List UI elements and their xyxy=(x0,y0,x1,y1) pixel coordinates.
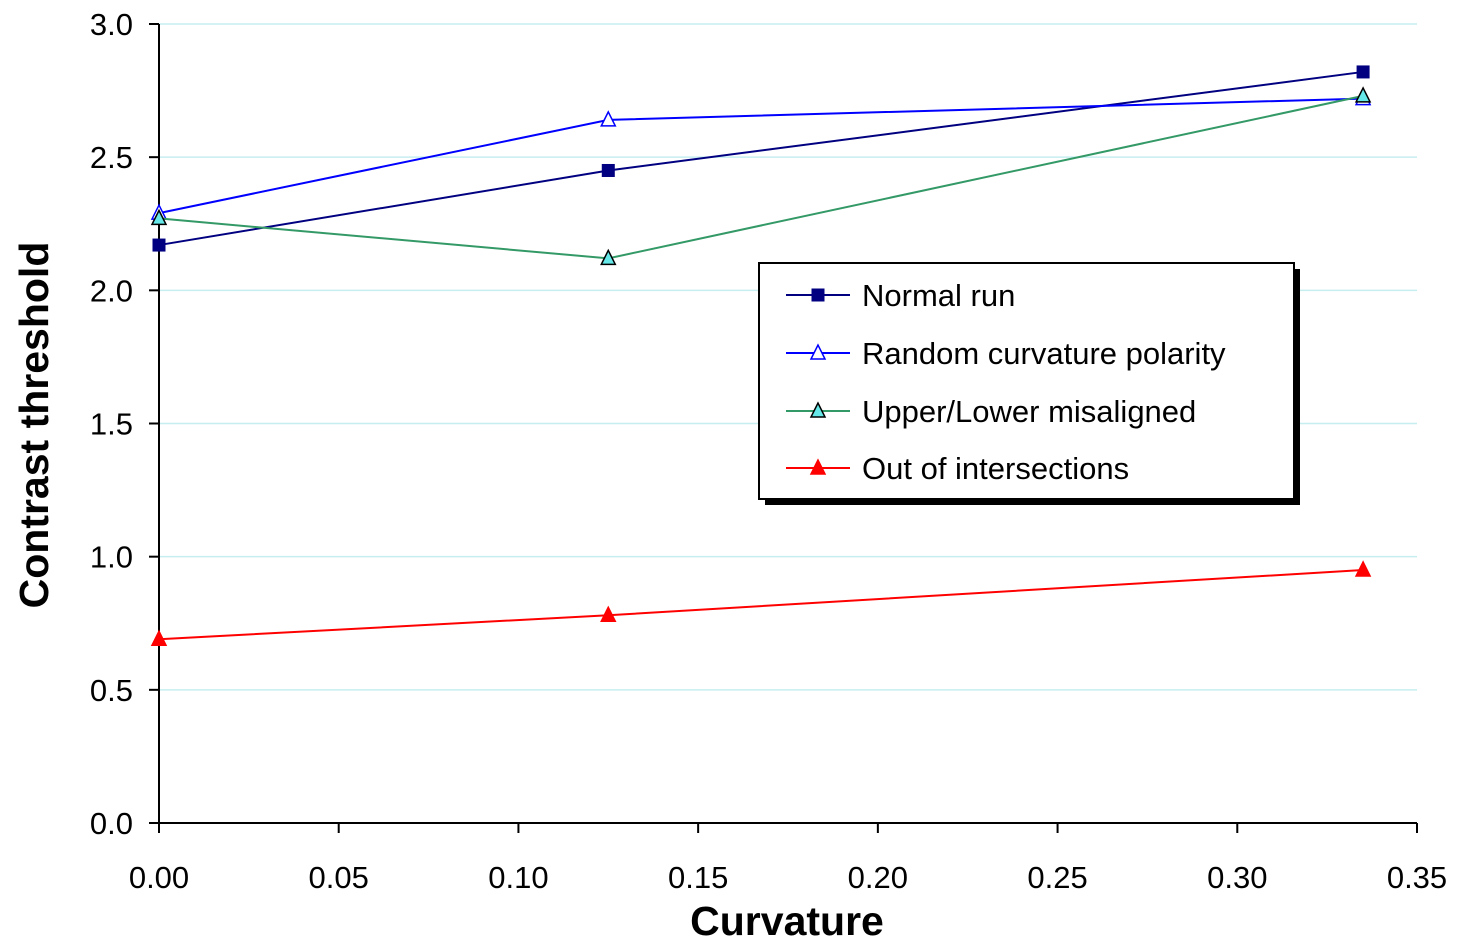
legend-label: Random curvature polarity xyxy=(862,336,1226,371)
legend-marker xyxy=(811,288,825,302)
legend-item-random-curvature-polarity: Random curvature polarity xyxy=(786,336,1226,371)
y-tick-label: 2.0 xyxy=(90,273,133,308)
series-line xyxy=(158,70,1364,247)
series-random-curvature-polarity xyxy=(150,88,1372,220)
y-tick-label: 3.0 xyxy=(90,7,133,42)
legend-marker xyxy=(809,401,827,418)
data-point xyxy=(600,605,617,623)
ticks: 0.0 0.5 1.0 1.5 2.0 2.5 3.0 0.00 0.05 0.10 0.15 0.2… xyxy=(90,7,1447,895)
x-tick-label: 0.35 xyxy=(1387,860,1447,895)
x-tick-label: 0.20 xyxy=(848,860,908,895)
legend-box xyxy=(758,262,1295,500)
series-line xyxy=(158,94,1364,260)
data-point xyxy=(601,163,615,177)
legend-marker xyxy=(809,343,827,360)
series-layer xyxy=(150,65,1372,646)
data-point xyxy=(600,248,617,266)
legend-label: Upper/Lower misaligned xyxy=(862,394,1196,429)
y-tick-label: 0.5 xyxy=(90,673,133,708)
y-axis-title: Contrast threshold xyxy=(11,242,57,609)
legend-label: Out of intersections xyxy=(862,451,1129,486)
data-point xyxy=(150,208,168,226)
series-normal-run xyxy=(152,65,1370,252)
y-tick-label: 2.5 xyxy=(90,140,133,175)
data-point xyxy=(150,629,168,646)
series-line xyxy=(158,97,1364,215)
data-point xyxy=(1354,560,1372,577)
legend-item-upper-lower-misaligned: Upper/Lower misaligned xyxy=(786,394,1196,429)
x-axis-title: Curvature xyxy=(690,898,884,943)
x-tick-label: 0.05 xyxy=(309,860,369,895)
series-out-of-intersections xyxy=(150,560,1372,646)
legend-item-normal-run: Normal run xyxy=(786,278,1015,313)
data-point xyxy=(1354,86,1372,103)
y-tick-label: 0.0 xyxy=(90,806,133,841)
legend-items: Normal run Random curvature polarity Upper… xyxy=(786,278,1226,486)
data-point xyxy=(152,238,166,252)
data-point xyxy=(600,110,617,127)
legend: Normal run Random curvature polarity Upper… xyxy=(758,262,1300,505)
legend-label: Normal run xyxy=(862,278,1015,313)
y-tick-label: 1.5 xyxy=(90,407,133,442)
x-tick-label: 0.00 xyxy=(129,860,189,895)
x-tick-label: 0.15 xyxy=(668,860,728,895)
x-tick-label: 0.10 xyxy=(488,860,548,895)
legend-item-out-of-intersections: Out of intersections xyxy=(786,451,1129,486)
x-tick-label: 0.25 xyxy=(1027,860,1087,895)
series-line xyxy=(158,568,1364,641)
x-tick-label: 0.30 xyxy=(1207,860,1267,895)
data-point xyxy=(1356,65,1370,79)
legend-marker xyxy=(809,458,827,475)
y-tick-label: 1.0 xyxy=(90,540,133,575)
series-upper-lower-misaligned xyxy=(150,86,1372,266)
